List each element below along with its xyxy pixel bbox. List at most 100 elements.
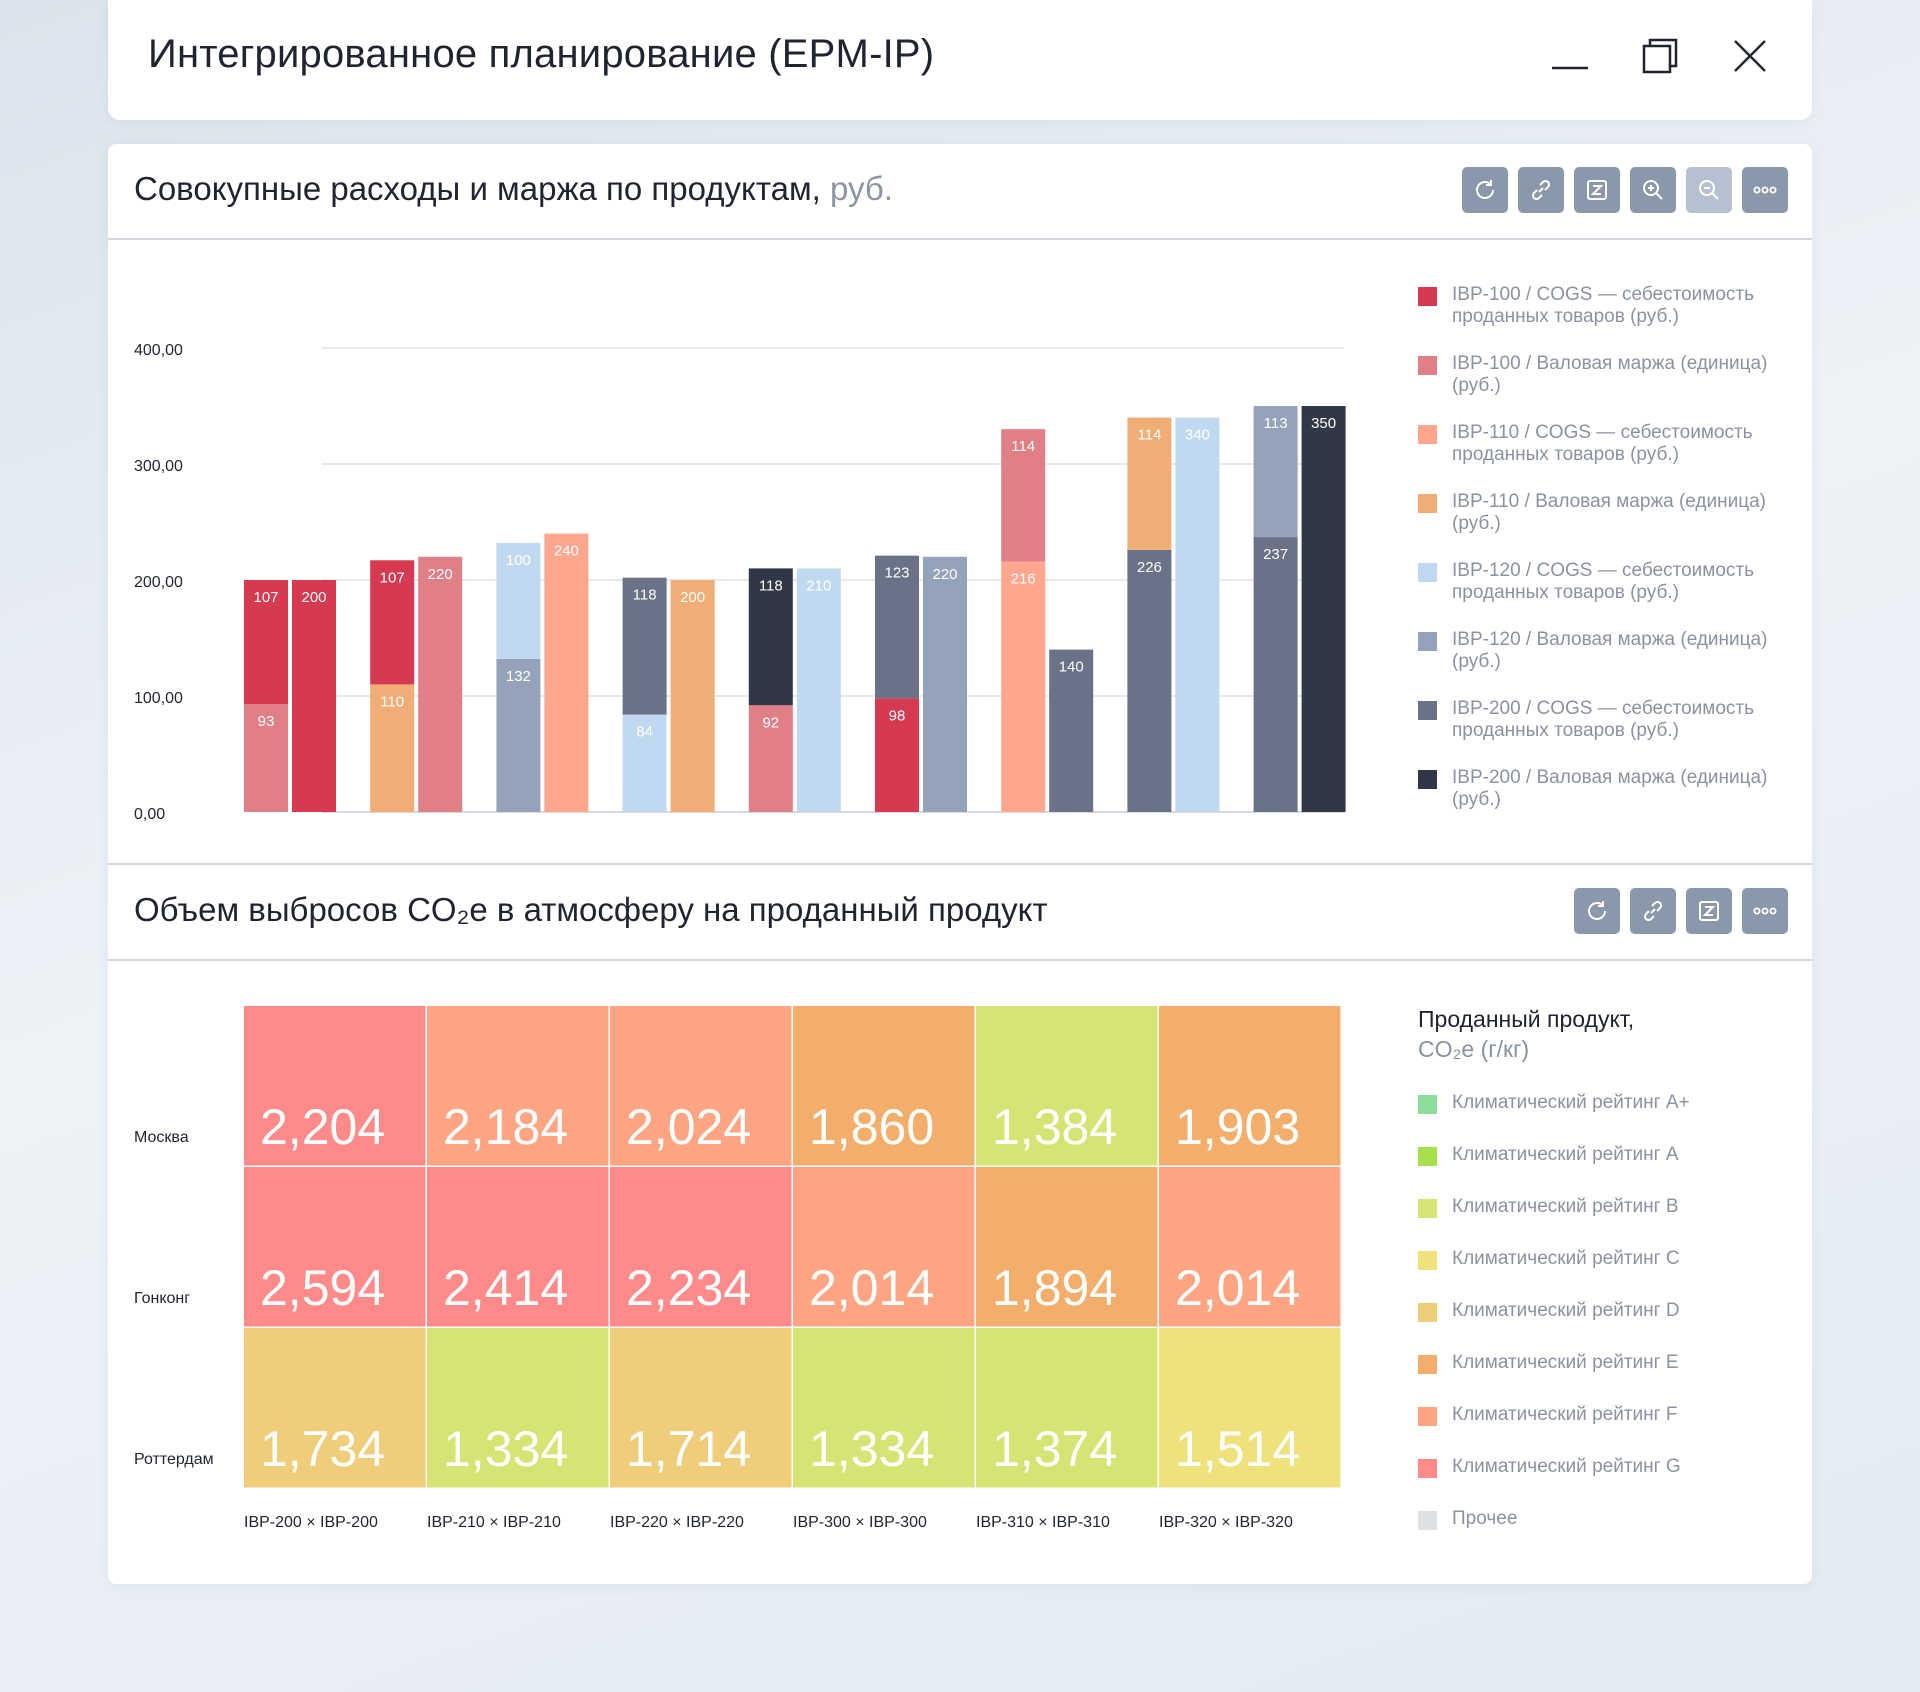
bar-data-label: 118 [759, 577, 783, 594]
bar-data-label: 210 [806, 577, 831, 594]
legend-item[interactable]: Климатический рейтинг A+ [1418, 1092, 1782, 1114]
export-button[interactable] [1574, 167, 1620, 213]
refresh-button[interactable] [1462, 167, 1508, 213]
bar-segment [418, 556, 463, 812]
bar-data-label: 140 [1059, 659, 1084, 676]
heatmap-value: 1,860 [809, 1099, 934, 1155]
heatmap-value: 1,734 [260, 1421, 385, 1477]
legend-item[interactable]: IBP-200 / COGS — себестоимость проданных… [1418, 698, 1782, 742]
bar-segment [244, 580, 288, 705]
column-label: IBP-300 × IBP-300 [793, 1514, 927, 1531]
emissions-legend-title: Проданный продукт, CO₂e (г/кг) [1418, 1004, 1738, 1064]
heatmap-cell [793, 1328, 975, 1488]
heatmap-value: 2,204 [260, 1099, 385, 1155]
column-label: IBP-320 × IBP-320 [1159, 1514, 1293, 1531]
heatmap-cell [244, 1167, 426, 1327]
heatmap-value: 2,184 [443, 1099, 568, 1155]
legend-item[interactable]: Климатический рейтинг G [1418, 1456, 1782, 1478]
bar-segment [622, 577, 667, 715]
more-icon [1753, 907, 1777, 915]
legend-item[interactable]: IBP-110 / Валовая маржа (единица) (руб.) [1418, 491, 1782, 535]
heatmap-cell [976, 1328, 1158, 1488]
link-icon [1531, 179, 1551, 201]
bar-segment [292, 580, 336, 812]
legend-item[interactable]: IBP-100 / COGS — себестоимость проданных… [1418, 284, 1782, 328]
heatmap-value: 1,374 [992, 1421, 1117, 1477]
bar-data-label: 92 [762, 714, 779, 731]
bar-segment [622, 714, 667, 812]
legend-title-text: Проданный продукт, [1418, 1006, 1635, 1032]
bar-data-label: 110 [380, 693, 404, 710]
close-icon[interactable] [1728, 34, 1772, 78]
refresh-button[interactable] [1574, 888, 1620, 934]
legend-item[interactable]: IBP-120 / Валовая маржа (единица) (руб.) [1418, 629, 1782, 673]
legend-swatch [1418, 494, 1437, 513]
link-button[interactable] [1518, 167, 1564, 213]
legend-item[interactable]: Климатический рейтинг F [1418, 1404, 1782, 1426]
zoom-out-button[interactable] [1686, 167, 1732, 213]
legend-item[interactable]: Климатический рейтинг D [1418, 1300, 1782, 1322]
legend-item[interactable]: Климатический рейтинг B [1418, 1196, 1782, 1218]
more-icon [1753, 186, 1777, 194]
cost-card-unit: руб. [829, 170, 893, 207]
heatmap-cell [1159, 1006, 1341, 1166]
heatmap-cell [1159, 1328, 1341, 1488]
more-button[interactable] [1742, 888, 1788, 934]
heatmap-value: 1,334 [809, 1421, 934, 1477]
bar-data-label: 100 [506, 552, 531, 569]
minimize-icon[interactable] [1548, 34, 1592, 78]
bar-segment [496, 542, 541, 659]
emissions-card-header: Объем выбросов CO₂e в атмосферу на прода… [108, 865, 1812, 961]
legend-swatch [1418, 1147, 1437, 1166]
bar-data-label: 200 [301, 589, 326, 606]
legend-item[interactable]: IBP-200 / Валовая маржа (единица) (руб.) [1418, 767, 1782, 811]
heatmap-cell [610, 1328, 792, 1488]
bar-data-label: 220 [428, 566, 453, 583]
heatmap-cell [976, 1006, 1158, 1166]
emissions-card-toolbar [1574, 888, 1788, 934]
legend-item[interactable]: Прочее [1418, 1508, 1782, 1530]
heatmap-value: 1,514 [1175, 1421, 1300, 1477]
bar-data-label: 107 [253, 589, 278, 606]
legend-item[interactable]: Климатический рейтинг E [1418, 1352, 1782, 1374]
legend-item[interactable]: IBP-100 / Валовая маржа (единица) (руб.) [1418, 353, 1782, 397]
row-label: Роттердам [134, 1451, 214, 1468]
bar-segment [370, 560, 415, 685]
emissions-card-title: Объем выбросов CO₂e в атмосферу на прода… [134, 891, 1048, 928]
bar-segment [670, 580, 715, 812]
legend-label: Климатический рейтинг G [1452, 1456, 1681, 1477]
bar-segment [748, 568, 793, 706]
zoom-out-icon [1699, 180, 1719, 200]
legend-item[interactable]: Климатический рейтинг A [1418, 1144, 1782, 1166]
bar-segment [748, 705, 793, 812]
y-tick-label: 200,00 [134, 574, 183, 591]
legend-label: Климатический рейтинг B [1452, 1196, 1679, 1217]
heatmap-value: 1,384 [992, 1099, 1117, 1155]
heatmap-cell [793, 1167, 975, 1327]
legend-item[interactable]: IBP-110 / COGS — себестоимость проданных… [1418, 422, 1782, 466]
bar-data-label: 114 [1011, 438, 1035, 455]
heatmap-value: 1,894 [992, 1260, 1117, 1316]
legend-swatch [1418, 425, 1437, 444]
heatmap-cell [427, 1006, 609, 1166]
legend-item[interactable]: IBP-120 / COGS — себестоимость проданных… [1418, 560, 1782, 604]
bar-data-label: 123 [884, 565, 909, 582]
y-tick-label: 0,00 [134, 806, 165, 823]
legend-subtitle-text: CO₂e (г/кг) [1418, 1036, 1530, 1062]
legend-label: IBP-200 / COGS — себестоимость проданных… [1452, 698, 1754, 741]
cost-card-header: Совокупные расходы и маржа по продуктам,… [108, 144, 1812, 240]
legend-swatch [1418, 1511, 1437, 1530]
export-button[interactable] [1686, 888, 1732, 934]
legend-item[interactable]: Климатический рейтинг C [1418, 1248, 1782, 1270]
more-button[interactable] [1742, 167, 1788, 213]
bar-data-label: 113 [1264, 415, 1288, 432]
bar-data-label: 93 [258, 713, 275, 730]
legend-label: Климатический рейтинг A+ [1452, 1092, 1690, 1113]
link-button[interactable] [1630, 888, 1676, 934]
bar-segment [796, 568, 841, 812]
legend-swatch [1418, 1251, 1437, 1270]
zoom-in-button[interactable] [1630, 167, 1676, 213]
restore-icon[interactable] [1638, 34, 1682, 78]
bar-data-label: 114 [1137, 427, 1161, 444]
legend-swatch [1418, 1459, 1437, 1478]
